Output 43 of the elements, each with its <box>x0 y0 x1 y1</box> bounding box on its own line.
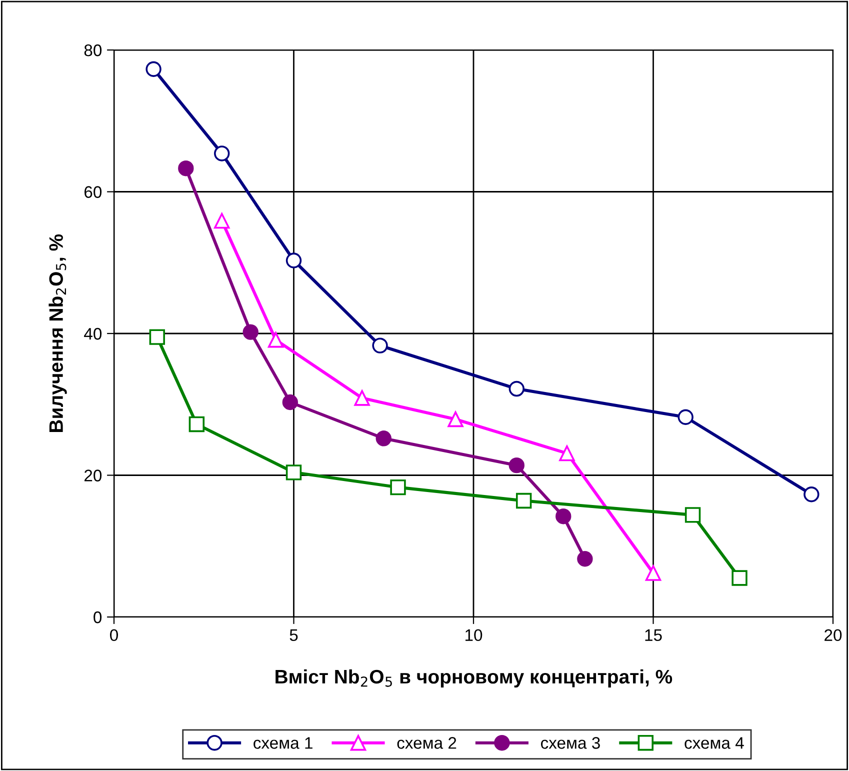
point <box>282 394 298 410</box>
y-tick-label: 20 <box>84 470 102 482</box>
y-axis-title: Вилучення Nb$_{2}$O$_{5}$, % <box>48 234 67 432</box>
x-tick-label: 10 <box>466 629 482 642</box>
legend-label: схема 3 <box>540 737 600 749</box>
point <box>188 416 205 432</box>
point <box>645 565 662 581</box>
point <box>178 160 194 176</box>
point <box>286 252 302 268</box>
x-tick-label: 15 <box>645 629 662 642</box>
y-tick-label: 80 <box>84 44 102 56</box>
point <box>149 329 165 345</box>
legend-label: схема 1 <box>254 737 312 749</box>
point <box>242 324 258 340</box>
point <box>268 332 284 348</box>
point <box>146 61 162 77</box>
point <box>214 146 230 162</box>
point <box>804 486 820 502</box>
x-tick-label: 0 <box>110 629 118 642</box>
point <box>516 492 532 509</box>
point <box>354 390 370 406</box>
x-axis-title: Вміст Nb$_{2}$O$_{5}$ в чорновому концентраті, % <box>276 669 672 688</box>
point <box>214 212 230 229</box>
x-tick-label: 5 <box>290 629 298 642</box>
point <box>678 409 694 425</box>
point <box>577 551 593 567</box>
y-tick-label: 0 <box>94 611 102 624</box>
y-tick-label: 60 <box>84 186 102 198</box>
point <box>376 430 392 446</box>
point <box>508 457 524 474</box>
point <box>390 479 406 496</box>
point <box>684 507 701 523</box>
point <box>732 570 748 586</box>
point <box>556 508 572 524</box>
point <box>372 338 388 354</box>
x-tick-label: 20 <box>824 629 842 642</box>
legend-label: схема 2 <box>397 737 456 749</box>
point <box>286 464 302 480</box>
y-tick-label: 40 <box>84 328 102 340</box>
point <box>559 445 575 462</box>
point <box>448 411 464 428</box>
point <box>508 380 524 397</box>
legend-label: схема 4 <box>684 737 744 749</box>
